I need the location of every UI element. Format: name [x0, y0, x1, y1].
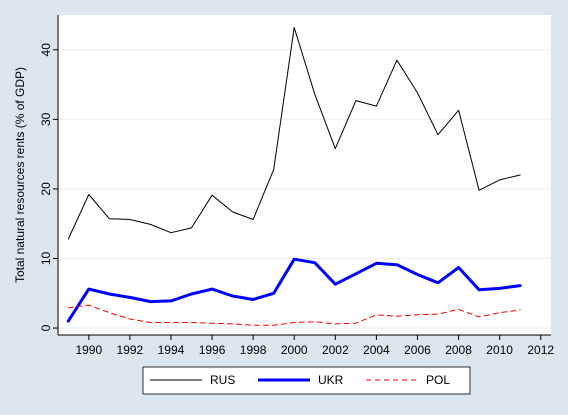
x-tick-label: 2012	[527, 343, 554, 357]
x-tick-label: 2002	[322, 343, 349, 357]
y-tick-label: 40	[39, 43, 53, 57]
series-lines	[66, 27, 522, 326]
x-tick-label: 2006	[404, 343, 431, 357]
x-tick-label: 1994	[158, 343, 185, 357]
grid-lines	[58, 49, 551, 329]
x-tick-label: 2010	[486, 343, 513, 357]
plot-area	[58, 15, 551, 335]
legend: RUS UKR POL	[142, 366, 471, 395]
x-tick-label: 2000	[281, 343, 308, 357]
y-tick-label: 30	[39, 112, 53, 126]
x-tick-label: 1998	[240, 343, 267, 357]
legend-label-pol: POL	[426, 373, 450, 387]
y-tick-label: 10	[39, 251, 53, 265]
axes: 0 10 20 30 40 1990 1992 1994 1996 1998 2000 2002 200…	[39, 15, 554, 357]
series-line-rus	[67, 27, 521, 240]
x-tick-label: 1992	[117, 343, 144, 357]
y-tick-label: 0	[39, 324, 53, 331]
y-tick-label: 20	[39, 182, 53, 196]
legend-label-ukr: UKR	[318, 373, 344, 387]
x-tick-label: 1996	[199, 343, 226, 357]
x-tick-label: 2008	[445, 343, 472, 357]
series-line-ukr	[66, 257, 522, 323]
x-tick-label: 1990	[75, 343, 102, 357]
x-tick-label: 2004	[363, 343, 390, 357]
series-line-pol	[67, 304, 521, 326]
legend-label-rus: RUS	[210, 373, 235, 387]
y-axis-title: Total natural resources rents (% of GDP)	[13, 67, 27, 283]
